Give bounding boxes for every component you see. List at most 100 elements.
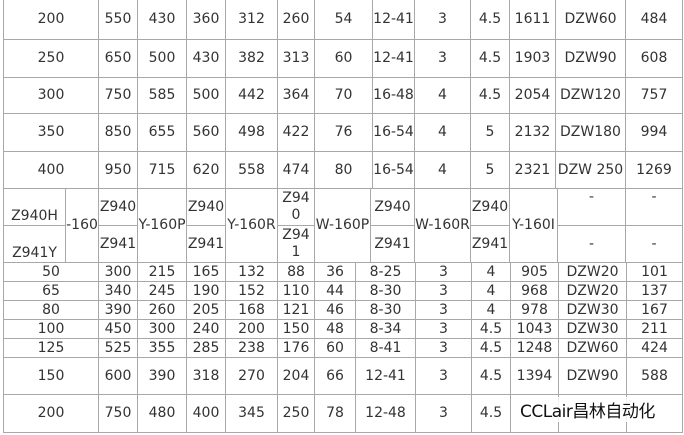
table-row: 50 300 215 165 132 88 36 8-25 3 4 905 DZW20 101 — [3, 262, 683, 282]
header-dash: - — [557, 225, 626, 263]
table-cell: 165 — [186, 262, 226, 282]
table-cell: 211 — [626, 319, 683, 339]
table-cell: 16-54 — [372, 151, 415, 189]
table-cell: 167 — [626, 300, 683, 320]
table-cell: 4.5 — [471, 394, 511, 433]
table-cell: 48 — [314, 319, 356, 339]
table-cell: 978 — [510, 300, 559, 320]
header-row: Z941Y Z941 Z941 Z941 Z941 Z941 - - — [3, 225, 683, 263]
table-cell: 4.5 — [470, 0, 510, 40]
header-z940: Z940 — [98, 188, 138, 226]
table-cell: 215 — [137, 262, 187, 282]
table-cell: 238 — [225, 338, 278, 358]
table-cell: 46 — [314, 300, 356, 320]
watermark-logo: CCLair昌林自动化 — [520, 397, 655, 422]
table-cell: 3 — [415, 357, 472, 395]
table-cell: 560 — [186, 113, 226, 152]
table-cell: DZW90 — [555, 39, 626, 78]
table-cell: 200 — [3, 0, 99, 40]
table-cell: 450 — [98, 319, 138, 339]
table-cell: 4.5 — [470, 77, 510, 114]
header-pressure: -160 — [65, 188, 99, 263]
table-cell: 390 — [98, 300, 138, 320]
table-cell: 60 — [314, 338, 356, 358]
table-cell: 125 — [3, 338, 99, 358]
table-cell: 300 — [3, 77, 99, 114]
table-cell: 350 — [3, 113, 99, 152]
table-cell: 1394 — [510, 357, 559, 395]
table-cell: 8-25 — [355, 262, 416, 282]
header-z940: Z940 — [370, 188, 415, 226]
table-cell: 54 — [314, 0, 373, 40]
table-cell: 360 — [186, 0, 226, 40]
table-cell: 285 — [186, 338, 226, 358]
table-cell: 525 — [98, 338, 138, 358]
table-cell: 3 — [415, 300, 472, 320]
table-cell: 3 — [415, 394, 472, 433]
header-y160p: Y-160P — [137, 188, 187, 263]
table-cell: DZW60 — [555, 0, 626, 40]
table-cell: 500 — [137, 39, 187, 78]
table-cell: 3 — [415, 319, 472, 339]
table-cell: 50 — [3, 262, 99, 282]
table-cell: 4 — [414, 151, 471, 189]
table-cell: DZW120 — [555, 77, 626, 114]
header-y160i: Y-160I — [509, 188, 558, 263]
table-cell: 355 — [137, 338, 187, 358]
table-cell: 608 — [625, 39, 683, 78]
table-cell: 750 — [98, 77, 138, 114]
table-cell: DZW90 — [558, 357, 627, 395]
table-cell: 36 — [314, 262, 356, 282]
table-cell: 270 — [225, 357, 278, 395]
table-cell: 4 — [471, 281, 511, 301]
table-cell: 318 — [186, 357, 226, 395]
table-cell: 498 — [225, 113, 278, 152]
table-cell: 100 — [3, 319, 99, 339]
table-cell: 260 — [137, 300, 187, 320]
table-row: 65 340 245 190 152 110 44 8-30 3 4 968 DZW20 137 — [3, 281, 683, 301]
table-cell: 600 — [98, 357, 138, 395]
table-cell: 994 — [625, 113, 683, 152]
spec-table: 200 550 430 360 312 260 54 12-41 3 4.5 1611 DZW60 48… — [3, 0, 683, 433]
table-cell: 1611 — [509, 0, 556, 40]
table-cell: 313 — [277, 39, 315, 78]
table-cell: 382 — [225, 39, 278, 78]
table-cell: 3 — [415, 338, 472, 358]
table-row: 250 650 500 430 382 313 60 12-41 3 4.5 1903 DZW90 60… — [3, 39, 683, 78]
table-cell: 137 — [626, 281, 683, 301]
table-cell: 484 — [625, 0, 683, 40]
spec-table-header: Z940H -160 Z940 Y-160P Z940 Y-160R Z940 … — [3, 188, 683, 263]
table-cell: DZW30 — [558, 300, 627, 320]
table-cell: 8-30 — [355, 281, 416, 301]
table-cell: 424 — [626, 338, 683, 358]
table-cell: 150 — [3, 357, 99, 395]
table-cell: 588 — [626, 357, 683, 395]
table-cell: 3 — [414, 0, 471, 40]
table-cell: 968 — [510, 281, 559, 301]
header-y160r: Y-160R — [225, 188, 278, 263]
table-cell: 16-54 — [372, 113, 415, 152]
table-cell: 550 — [98, 0, 138, 40]
table-cell: 757 — [625, 77, 683, 114]
table-cell: 78 — [314, 394, 356, 433]
table-row: 200 750 480 400 345 250 78 12-48 3 4.5 — [3, 394, 683, 433]
table-cell: 400 — [3, 151, 99, 189]
table-cell: 176 — [277, 338, 315, 358]
header-z941: Z941 — [186, 225, 226, 263]
table-cell: 121 — [277, 300, 315, 320]
header-row: Z940H -160 Z940 Y-160P Z940 Y-160R Z940 … — [3, 188, 683, 263]
header-z941: Z941 — [277, 225, 315, 263]
table-cell: 190 — [186, 281, 226, 301]
header-z940: Z940 — [186, 188, 226, 226]
table-cell: 3 — [414, 39, 471, 78]
table-cell: 300 — [98, 262, 138, 282]
spec-table-upper: 200 550 430 360 312 260 54 12-41 3 4.5 1611 DZW60 48… — [3, 0, 683, 189]
table-row: 100 450 300 240 200 150 48 8-34 3 4.5 1043 DZW30 211 — [3, 319, 683, 339]
table-cell: 168 — [225, 300, 278, 320]
header-dash: - — [557, 188, 626, 226]
table-cell: 4 — [414, 77, 471, 114]
table-row: 200 550 430 360 312 260 54 12-41 3 4.5 1611 DZW60 48… — [3, 0, 683, 40]
table-cell: 4.5 — [471, 357, 511, 395]
table-cell: 205 — [186, 300, 226, 320]
table-cell: 88 — [277, 262, 315, 282]
